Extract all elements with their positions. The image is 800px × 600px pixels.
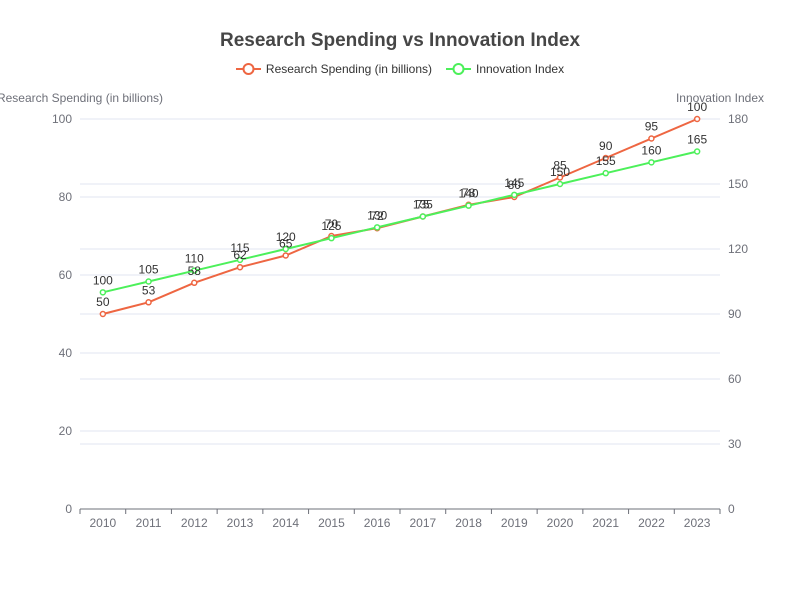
legend-label-innovation-index: Innovation Index	[476, 62, 565, 76]
data-label-innovation-index: 105	[139, 263, 159, 277]
data-point-innovation-index	[328, 234, 335, 242]
data-label-innovation-index: 125	[321, 219, 341, 233]
data-point-research-spending	[648, 135, 655, 142]
data-point-innovation-index	[282, 245, 289, 253]
data-point-research-spending	[99, 310, 107, 318]
y-right-axis-name: Innovation Index	[676, 91, 764, 105]
data-label-research-spending: 75	[416, 198, 430, 212]
data-point-research-spending	[282, 252, 289, 259]
y-right-tick-label: 60	[728, 372, 742, 386]
data-label-research-spending: 78	[462, 186, 476, 200]
data-label-innovation-index: 155	[596, 154, 616, 168]
data-point-innovation-index	[145, 278, 152, 285]
x-tick-label: 2019	[501, 516, 528, 530]
data-label-research-spending: 72	[370, 209, 384, 223]
x-tick-label: 2014	[272, 516, 299, 530]
grid-layer	[80, 118, 720, 510]
y-right-tick-label: 150	[728, 177, 748, 191]
x-tick-label: 2016	[364, 516, 391, 530]
y-right-tick-label: 30	[728, 437, 742, 451]
data-label-research-spending: 100	[687, 100, 707, 114]
data-label-innovation-index: 160	[641, 143, 661, 157]
data-point-innovation-index	[648, 159, 655, 166]
y-left-tick-label: 20	[59, 424, 73, 438]
data-point-innovation-index	[373, 224, 381, 231]
series-layer	[99, 115, 701, 318]
legend: Research Spending (in billions) Innovati…	[0, 62, 800, 76]
data-point-research-spending	[693, 115, 701, 123]
data-label-innovation-index: 100	[93, 273, 113, 287]
data-label-innovation-index: 145	[504, 176, 524, 190]
x-tick-label: 2013	[227, 516, 254, 530]
data-label-research-spending: 62	[233, 248, 247, 262]
data-label-innovation-index: 130	[367, 208, 387, 222]
x-tick-label: 2021	[592, 516, 619, 530]
y-right-tick-label: 180	[728, 112, 748, 126]
x-tick-label: 2010	[90, 516, 117, 530]
x-tick-label: 2020	[547, 516, 574, 530]
y-right-tick-label: 120	[728, 242, 748, 256]
y-right-tick-label: 90	[728, 307, 742, 321]
data-label-research-spending: 70	[325, 217, 339, 231]
x-tick-label: 2011	[136, 516, 162, 530]
data-label-research-spending: 58	[188, 264, 202, 278]
data-label-innovation-index: 140	[459, 187, 479, 201]
data-label-research-spending: 85	[553, 159, 567, 173]
data-point-research-spending	[602, 154, 609, 162]
data-label-research-spending: 90	[599, 139, 613, 153]
legend-item-innovation-index[interactable]: Innovation Index	[446, 62, 564, 76]
data-point-innovation-index	[236, 256, 244, 264]
data-point-innovation-index	[99, 289, 107, 296]
y-left-tick-label: 80	[59, 190, 73, 204]
axis-layer: Research Spending (in billions) Innovati…	[0, 91, 764, 530]
label-layer: 50 53 58 62 65 70 72 75 78 80 85 90 95 100 100 105 110 11…	[93, 100, 708, 309]
data-label-research-spending: 65	[279, 237, 293, 251]
data-point-innovation-index	[191, 267, 198, 274]
chart-title: Research Spending vs Innovation Index	[219, 30, 581, 51]
x-tick-label: 2017	[410, 516, 437, 530]
x-tick-label: 2023	[684, 516, 711, 530]
data-point-innovation-index	[419, 213, 427, 220]
data-label-innovation-index: 120	[276, 230, 296, 244]
y-right-tick-label: 0	[728, 502, 735, 516]
data-label-innovation-index: 165	[687, 133, 707, 147]
data-point-innovation-index	[602, 169, 609, 177]
data-point-innovation-index	[511, 191, 518, 199]
legend-line-circle-icon	[235, 63, 261, 75]
data-point-research-spending	[236, 263, 244, 271]
series-line-innovation-index	[102, 150, 698, 294]
data-label-research-spending: 80	[508, 178, 522, 192]
data-label-research-spending: 50	[96, 295, 110, 309]
x-tick-label: 2012	[181, 516, 208, 530]
data-label-innovation-index: 115	[230, 241, 249, 255]
data-point-research-spending	[191, 279, 198, 287]
x-tick-label: 2022	[638, 516, 665, 530]
y-left-tick-label: 60	[59, 268, 73, 282]
y-left-tick-label: 40	[59, 346, 73, 360]
y-left-axis-name: Research Spending (in billions)	[0, 91, 163, 105]
data-label-research-spending: 95	[645, 120, 659, 134]
data-point-research-spending	[556, 174, 564, 181]
legend-line-circle-icon	[446, 63, 471, 75]
data-point-research-spending	[145, 299, 152, 306]
data-label-innovation-index: 110	[185, 252, 204, 266]
legend-item-research-spending[interactable]: Research Spending (in billions)	[235, 62, 432, 76]
y-left-tick-label: 100	[52, 112, 72, 126]
data-label-research-spending: 53	[142, 283, 156, 297]
x-tick-label: 2018	[455, 516, 482, 530]
data-label-innovation-index: 150	[550, 165, 570, 179]
data-point-innovation-index	[693, 148, 701, 155]
y-left-tick-label: 0	[65, 502, 72, 516]
x-tick-label: 2015	[318, 516, 345, 530]
data-label-innovation-index: 135	[413, 198, 433, 212]
legend-label-research-spending: Research Spending (in billions)	[265, 62, 432, 76]
data-point-innovation-index	[465, 202, 472, 209]
data-point-innovation-index	[556, 180, 564, 188]
